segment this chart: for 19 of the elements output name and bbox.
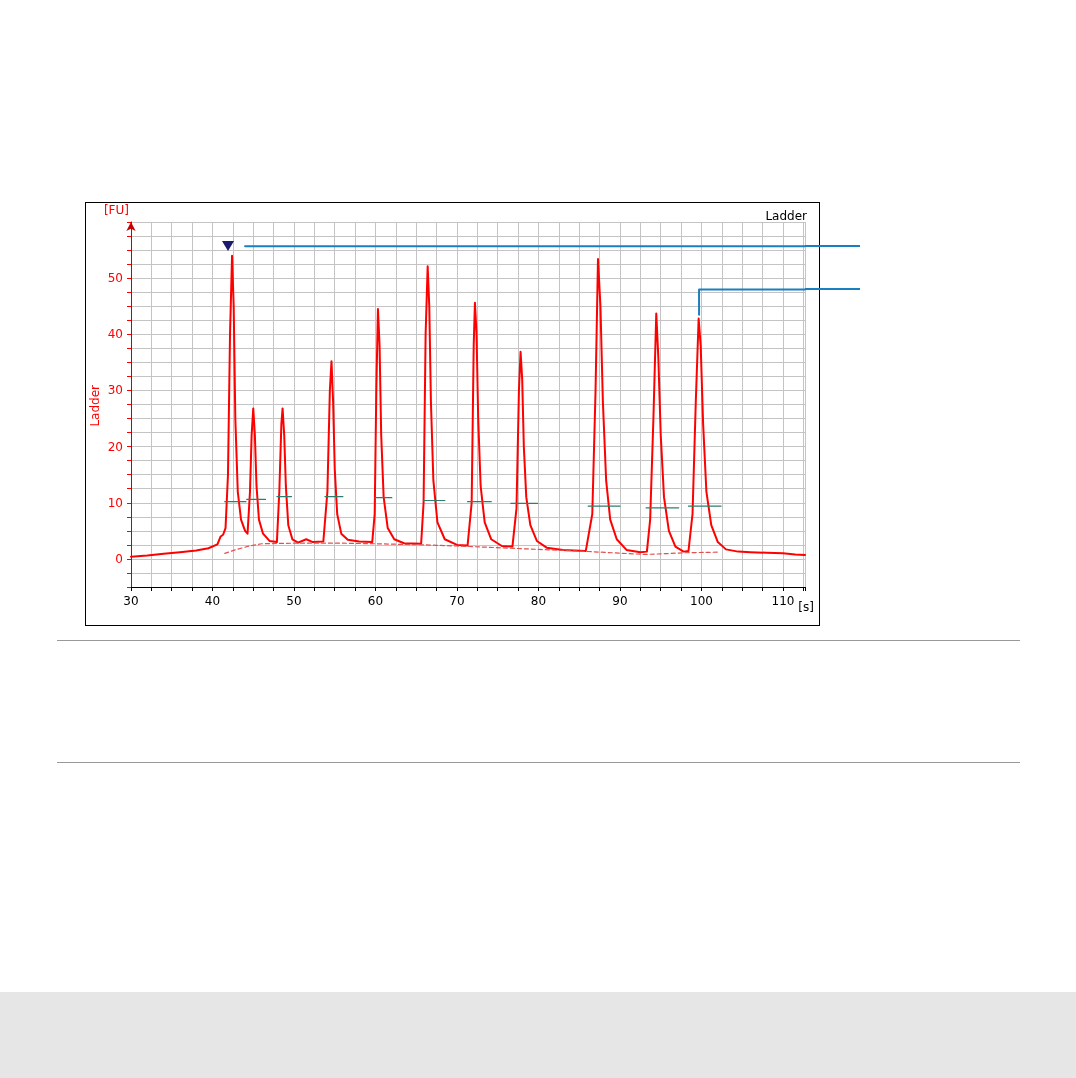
x-tick-label: 30 (123, 594, 139, 608)
legend-label: Ladder (88, 384, 102, 427)
x-tick-label: 90 (612, 594, 628, 608)
y-tick-label: 20 (107, 439, 123, 454)
x-tick-label: 40 (204, 594, 221, 608)
x-tick-label: 110 (771, 594, 795, 608)
y-tick-label: 0 (115, 551, 123, 566)
y-tick-label: 10 (107, 495, 123, 510)
x-tick-label: 70 (449, 594, 465, 608)
y-tick-label: 40 (107, 327, 123, 342)
y-tick-label: 50 (107, 271, 123, 286)
y-tick-label: 30 (107, 383, 123, 398)
x-tick-label: 60 (367, 594, 384, 608)
x-tick-label: 50 (286, 594, 302, 608)
y-axis-title: [FU] (103, 203, 129, 217)
x-tick-label: 80 (530, 594, 547, 608)
x-tick-label: 100 (690, 594, 713, 608)
chart-title: Ladder (765, 209, 808, 223)
x-axis-title: [s] (798, 600, 814, 614)
